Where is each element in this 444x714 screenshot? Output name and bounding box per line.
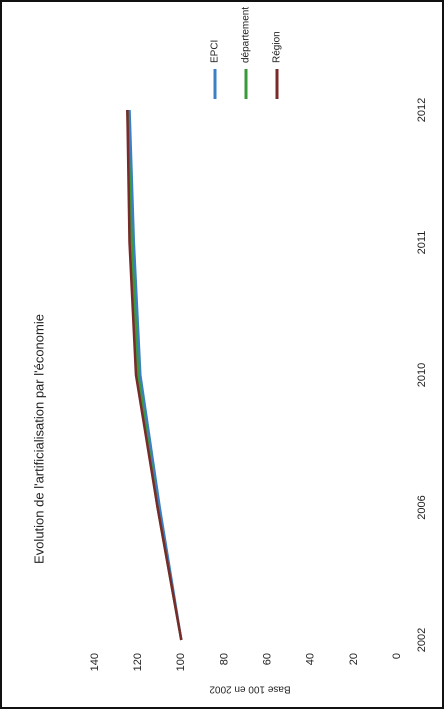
series-line xyxy=(128,109,183,641)
y-tick-label: 40 xyxy=(305,653,317,665)
series-line xyxy=(126,109,183,641)
y-tick-label: 140 xyxy=(89,653,101,671)
x-tick-label: 2010 xyxy=(416,363,428,387)
rotated-chart: Evolution de l'artificialisation par l'é… xyxy=(31,7,427,695)
y-tick-label: 100 xyxy=(175,653,187,671)
y-tick-label: 0 xyxy=(391,653,403,659)
legend-label: Région xyxy=(272,31,283,63)
legend-label: département xyxy=(241,7,252,63)
y-tick-label: 60 xyxy=(261,653,273,665)
x-tick-label: 2012 xyxy=(416,98,428,122)
y-tick-label: 20 xyxy=(348,653,360,665)
y-tick-label: 120 xyxy=(132,653,144,671)
x-tick-label: 2006 xyxy=(416,495,428,519)
x-tick-label: 2011 xyxy=(416,231,428,255)
legend-label: EPCI xyxy=(210,40,221,63)
y-tick-label: 80 xyxy=(218,653,230,665)
x-tick-label: 2002 xyxy=(416,628,428,652)
chart-title: Evolution de l'artificialisation par l'é… xyxy=(31,314,46,564)
y-axis-label: Base 100 en 2002 xyxy=(209,683,291,694)
